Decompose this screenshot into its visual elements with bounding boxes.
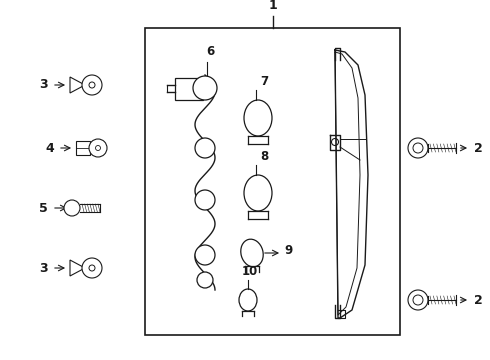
Circle shape [195, 245, 215, 265]
Circle shape [195, 190, 215, 210]
Text: 2: 2 [474, 141, 483, 154]
Text: 2: 2 [474, 293, 483, 306]
Text: 4: 4 [45, 141, 54, 154]
Ellipse shape [241, 239, 263, 267]
Circle shape [89, 139, 107, 157]
Circle shape [89, 82, 95, 88]
Ellipse shape [244, 100, 272, 136]
Text: 10: 10 [242, 265, 258, 278]
Text: 5: 5 [39, 202, 48, 215]
Circle shape [408, 290, 428, 310]
Text: 3: 3 [39, 78, 48, 91]
Text: 6: 6 [206, 45, 214, 58]
Polygon shape [70, 77, 85, 93]
Circle shape [96, 145, 100, 150]
Polygon shape [70, 260, 85, 276]
Ellipse shape [239, 289, 257, 311]
Bar [175, 78, 203, 100]
Circle shape [195, 138, 215, 158]
Text: 3: 3 [39, 261, 48, 274]
Text: 7: 7 [260, 75, 268, 88]
Bar [145, 28, 400, 335]
Text: 1: 1 [268, 0, 277, 12]
Circle shape [82, 258, 102, 278]
Circle shape [64, 200, 80, 216]
Circle shape [408, 138, 428, 158]
Circle shape [197, 272, 213, 288]
Circle shape [89, 265, 95, 271]
Bar [76, 141, 90, 155]
Circle shape [413, 295, 423, 305]
Text: 9: 9 [284, 244, 292, 257]
Circle shape [193, 76, 217, 100]
Circle shape [82, 75, 102, 95]
Text: 8: 8 [260, 150, 268, 163]
Circle shape [413, 143, 423, 153]
Ellipse shape [244, 175, 272, 211]
